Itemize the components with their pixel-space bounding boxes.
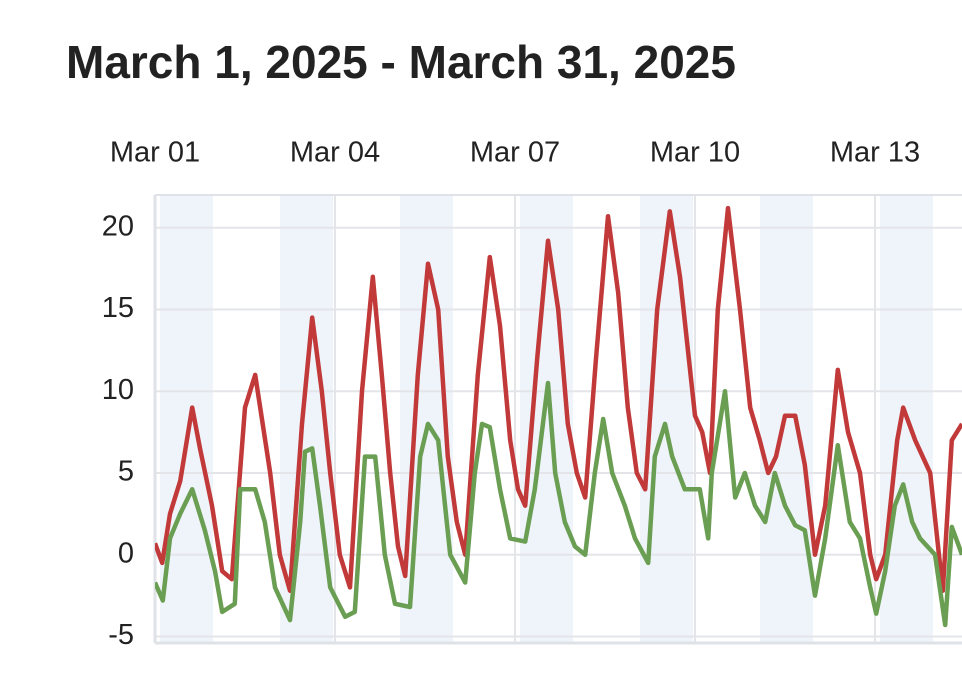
y-tick-label: -5 xyxy=(108,619,134,651)
y-tick-label: 10 xyxy=(102,374,134,406)
chart-title: March 1, 2025 - March 31, 2025 xyxy=(66,36,736,88)
marks xyxy=(155,205,962,628)
y-tick-label: 15 xyxy=(102,292,134,324)
x-tick-label: Mar 04 xyxy=(290,137,380,169)
x-tick-label: Mar 10 xyxy=(650,137,740,169)
series-line xyxy=(155,205,962,593)
x-tick-label: Mar 07 xyxy=(470,137,560,169)
y-tick-label: 0 xyxy=(118,537,134,569)
x-tick-label: Mar 13 xyxy=(830,137,920,169)
x-tick-label: Mar 01 xyxy=(110,137,200,169)
series-line xyxy=(155,380,962,628)
labels: -5 0 5 10 15 20 Mar 01 Mar 04 Mar 07 Mar 10 Mar 13 xyxy=(102,137,920,651)
day-band xyxy=(160,195,213,643)
y-tick-label: 5 xyxy=(118,456,134,488)
y-tick-label: 20 xyxy=(102,210,134,242)
